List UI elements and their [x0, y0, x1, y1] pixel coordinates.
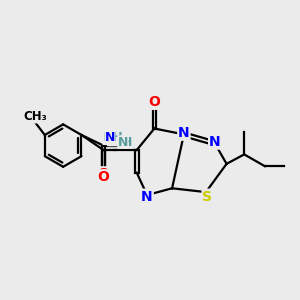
Text: N: N: [108, 132, 118, 145]
Text: N: N: [141, 190, 153, 203]
Text: O: O: [98, 167, 110, 181]
Text: CH₃: CH₃: [23, 110, 47, 123]
Text: NH: NH: [103, 131, 124, 144]
Text: H: H: [108, 132, 119, 145]
Text: H: H: [122, 136, 132, 148]
Text: N: N: [105, 131, 115, 144]
Text: O: O: [98, 170, 110, 184]
Text: S: S: [202, 190, 212, 203]
Text: N: N: [178, 126, 190, 140]
Text: N: N: [118, 136, 128, 148]
Text: O: O: [148, 95, 160, 109]
Text: N: N: [209, 135, 220, 149]
